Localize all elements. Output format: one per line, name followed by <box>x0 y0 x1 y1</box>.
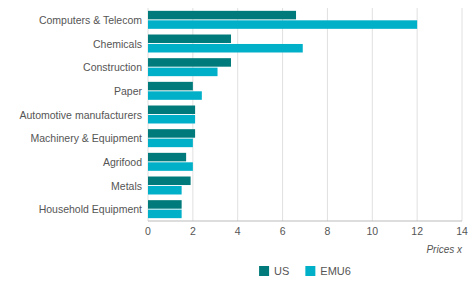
category-label: Metals <box>111 180 142 192</box>
legend: US EMU6 <box>259 265 351 277</box>
bar <box>148 129 195 138</box>
tick-label: 4 <box>235 225 241 237</box>
tick-label: 6 <box>280 225 286 237</box>
category-label: Household Equipment <box>39 203 142 215</box>
bar <box>148 177 191 186</box>
bar <box>148 11 296 20</box>
category-label: Construction <box>83 61 142 73</box>
grid-line <box>327 8 328 221</box>
grid-line <box>237 8 238 221</box>
bar <box>148 115 195 124</box>
category-label: Paper <box>114 85 143 97</box>
legend-label: US <box>274 265 289 277</box>
category-label: Chemicals <box>93 38 142 50</box>
tick-label: 0 <box>145 225 151 237</box>
x-axis-line <box>148 221 462 222</box>
bars <box>148 11 417 218</box>
bar <box>148 106 195 115</box>
legend-label: EMU6 <box>320 265 351 277</box>
bar <box>148 35 231 44</box>
chart: Computers & Telecom Chemicals Construction… <box>0 0 476 283</box>
bar <box>148 162 193 171</box>
tick-label: 10 <box>366 225 378 237</box>
bar <box>148 153 186 162</box>
bar <box>148 20 417 29</box>
bar <box>148 82 193 91</box>
category-label: Computers & Telecom <box>39 14 142 26</box>
legend-swatch <box>259 266 269 276</box>
bar <box>148 186 182 195</box>
bar <box>148 210 182 219</box>
category-label: Machinery & Equipment <box>31 132 143 144</box>
bar <box>148 91 202 100</box>
grid-line <box>417 8 418 221</box>
bar <box>148 68 218 77</box>
grid-line <box>372 8 373 221</box>
tick-label: 14 <box>456 225 468 237</box>
tick-label: 8 <box>325 225 331 237</box>
bar <box>148 44 303 53</box>
bar <box>148 200 182 209</box>
legend-swatch <box>305 266 315 276</box>
grid-line <box>462 8 463 221</box>
tick-label: 2 <box>190 225 196 237</box>
bar <box>148 58 231 67</box>
category-label: Agrifood <box>103 156 142 168</box>
category-label: Automotive manufacturers <box>19 109 142 121</box>
bar <box>148 139 193 148</box>
tick-label: 12 <box>411 225 423 237</box>
x-label: Prices x <box>426 244 463 255</box>
grid-line <box>282 8 283 221</box>
